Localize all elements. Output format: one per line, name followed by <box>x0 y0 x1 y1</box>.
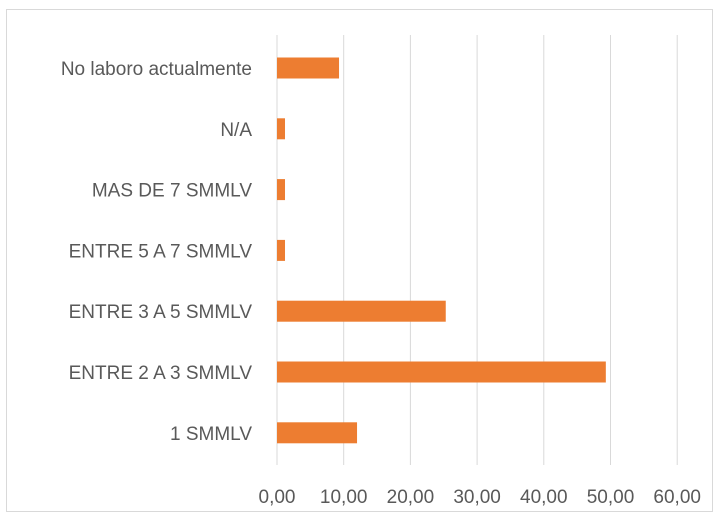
chart-frame <box>6 9 713 512</box>
category-labels: No laboro actualmente N/A MAS DE 7 SMMLV EN… <box>61 59 252 445</box>
bar <box>277 179 286 201</box>
x-tick-label: 40,00 <box>520 487 568 508</box>
category-label: MAS DE 7 SMMLV <box>92 181 252 202</box>
bar <box>277 300 446 322</box>
category-label: No laboro actualmente <box>61 59 252 80</box>
bars <box>277 57 606 444</box>
bar <box>277 239 286 261</box>
bar <box>277 118 286 140</box>
gridlines <box>276 35 678 465</box>
x-tick-label: 10,00 <box>320 487 368 508</box>
category-label: N/A <box>220 120 252 141</box>
bar <box>277 57 340 79</box>
category-label: ENTRE 2 A 3 SMMLV <box>69 363 253 384</box>
x-tick-label: 60,00 <box>653 487 701 508</box>
bar <box>277 361 606 383</box>
x-tick-label: 20,00 <box>387 487 435 508</box>
x-axis-tick-labels: 0,00 10,00 20,00 30,00 40,00 50,00 60,00 <box>259 487 701 508</box>
category-label: 1 SMMLV <box>170 424 252 445</box>
category-label: ENTRE 5 A 7 SMMLV <box>69 241 253 262</box>
x-tick-label: 30,00 <box>453 487 501 508</box>
x-tick-label: 50,00 <box>587 487 635 508</box>
bar <box>277 422 358 444</box>
x-tick-label: 0,00 <box>259 487 296 508</box>
category-label: ENTRE 3 A 5 SMMLV <box>69 302 253 323</box>
